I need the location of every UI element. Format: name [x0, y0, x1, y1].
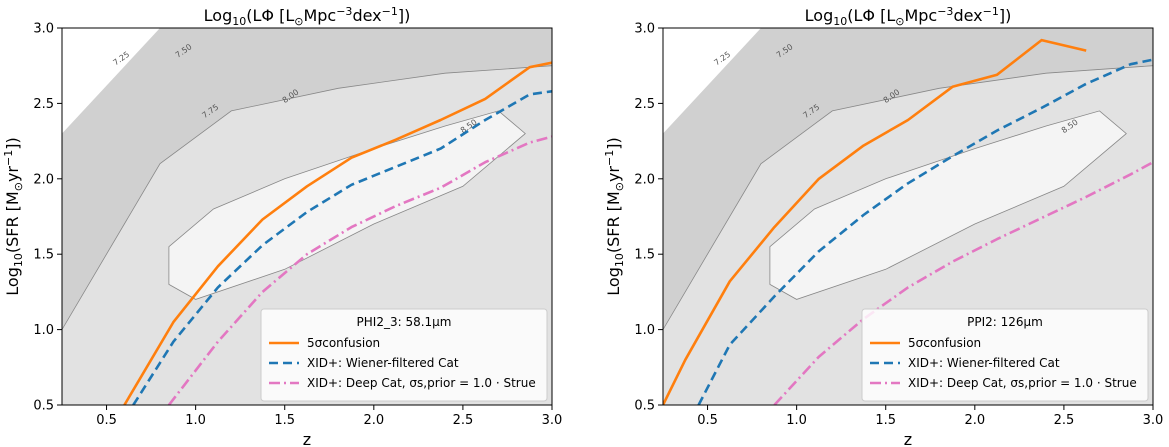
y-tick-label: 1.5 [634, 248, 655, 263]
series-line-3 [167, 135, 552, 405]
legend-label-2: XID+: Wiener-filtered Cat [908, 356, 1060, 370]
y-tick-label: 0.5 [33, 399, 54, 414]
y-tick-label: 0.5 [634, 399, 655, 414]
contour-field: 7.25 7.507.758.008.50 [663, 28, 1153, 405]
x-tick-label: 2.5 [1054, 413, 1075, 428]
chart-title: Log10(LΦ [L⊙Mpc−3dex−1]) [805, 5, 1012, 28]
chart-title: Log10(LΦ [L⊙Mpc−3dex−1]) [204, 5, 411, 28]
contour-band [62, 28, 552, 331]
y-tick-label: 2.5 [33, 97, 54, 112]
contour-band [663, 28, 1153, 331]
y-axis-label: Log10(SFR [M⊙yr−1]) [603, 137, 626, 295]
y-tick-label: 2.5 [634, 97, 655, 112]
x-tick-label: 0.5 [96, 413, 117, 428]
legend-title: PHI2_3: 58.1μm [357, 315, 452, 329]
y-tick-label: 2.0 [33, 172, 54, 187]
y-axis-label: Log10(SFR [M⊙yr−1]) [2, 137, 25, 295]
legend-box [861, 308, 1149, 402]
x-tick-label: 3.0 [542, 413, 563, 428]
empty-region [663, 28, 761, 134]
legend-label-2: XID+: Wiener-filtered Cat [307, 356, 459, 370]
y-tick-label: 1.5 [33, 248, 54, 263]
x-tick-label: 1.0 [786, 413, 807, 428]
plot-frame [61, 27, 553, 406]
series-line-3 [773, 161, 1153, 405]
empty-region [62, 28, 160, 134]
x-tick-label: 0.5 [697, 413, 718, 428]
x-axis-label: z [904, 430, 912, 447]
x-tick-label: 3.0 [1143, 413, 1164, 428]
x-tick-label: 2.0 [363, 413, 384, 428]
legend-label-3: XID+: Deep Cat, σs,prior = 1.0 · Strue [908, 376, 1137, 390]
y-tick-label: 3.0 [634, 22, 655, 37]
x-tick-label: 1.0 [185, 413, 206, 428]
series-line-1 [123, 61, 552, 405]
x-tick-label: 2.0 [964, 413, 985, 428]
legend-title: PPI2: 126μm [967, 315, 1043, 329]
series-line-2 [132, 90, 552, 405]
contour-band [769, 110, 1127, 300]
x-tick-label: 1.5 [274, 413, 295, 428]
y-tick-label: 1.0 [33, 323, 54, 338]
legend-label-3: XID+: Deep Cat, σs,prior = 1.0 · Strue [307, 376, 536, 390]
legend: PPI2: 126μm 5σconfusion XID+: Wiener-filte… [861, 308, 1149, 402]
series-line-2 [697, 58, 1153, 405]
plot-frame [662, 27, 1154, 406]
legend: PHI2_3: 58.1μm 5σconfusion XID+: Wiener-fi… [260, 308, 548, 402]
y-tick-label: 2.0 [634, 172, 655, 187]
y-tick-label: 1.0 [634, 323, 655, 338]
legend-box [260, 308, 548, 402]
y-tick-label: 3.0 [33, 22, 54, 37]
x-tick-label: 2.5 [453, 413, 474, 428]
x-axis-label: z [303, 430, 311, 447]
legend-label-1: 5σconfusion [307, 336, 380, 350]
chart-panel: 7.25 7.507.758.008.50 0.5 1.0 1.5 2.0 2.5 3.0 0.… [603, 5, 1163, 447]
chart-panel: 7.25 7.507.758.008.50 0.5 1.0 1.5 2.0 2.5 3.0 0.… [2, 5, 562, 447]
contour-field: 7.25 7.507.758.008.50 [62, 28, 552, 405]
legend-label-1: 5σconfusion [908, 336, 981, 350]
series-line-1 [663, 38, 1087, 405]
x-tick-label: 1.5 [875, 413, 896, 428]
